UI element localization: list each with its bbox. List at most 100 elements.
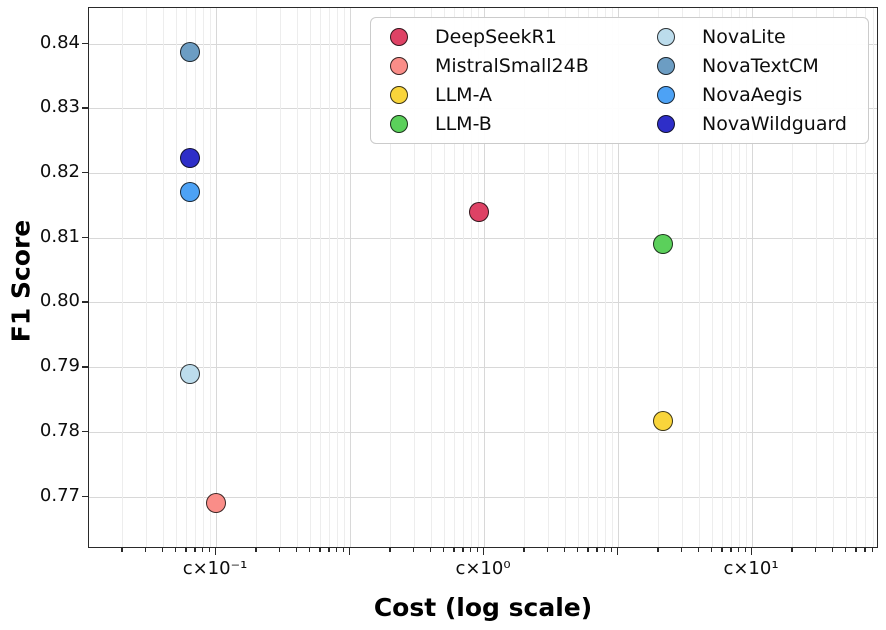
x-tick-mark [278,548,281,552]
x-gridline-major [350,8,351,547]
x-tick-mark [202,548,204,552]
x-gridline-major [216,8,217,547]
x-tick-mark [462,548,464,552]
x-tick-mark [470,548,472,552]
x-gridline-minor [122,8,124,547]
x-gridline-minor [329,8,331,547]
legend-item-label: DeepSeekR1 [435,25,557,48]
x-gridline-minor [524,8,526,547]
x-tick-mark [208,548,211,552]
legend-item: NovaWildguard [638,113,868,135]
legend-marker-icon [657,27,675,46]
legend-column: DeepSeekR1 MistralSmall24B LLM-A LLM-B [371,18,638,143]
legend-item: NovaLite [638,26,868,48]
y-tick-label: 0.84 [39,31,80,53]
x-tick-mark [831,548,834,552]
y-tick-label: 0.78 [39,419,80,441]
x-gridline-minor [698,8,700,547]
x-tick-mark [483,548,485,555]
y-tick-label: 0.81 [39,225,80,247]
x-tick-mark [453,548,455,552]
x-tick-mark [349,548,351,555]
x-tick-mark [791,548,793,552]
y-tick-mark [82,495,88,497]
legend-item: NovaAegis [638,84,868,106]
x-gridline-minor [722,8,724,547]
x-tick-mark [442,548,445,552]
y-gridline [89,237,877,239]
x-gridline-minor [731,8,733,547]
x-gridline-minor [588,8,590,547]
x-tick-mark [194,548,196,552]
x-tick-mark [596,548,598,552]
legend: DeepSeekR1 MistralSmall24B LLM-A LLM-B NovaL… [370,17,869,144]
x-tick-label: c×10⁰ [455,558,511,579]
legend-marker-icon [390,56,408,75]
x-tick-mark [523,548,525,552]
x-gridline-minor [203,8,204,547]
y-tick-mark [82,107,88,109]
legend-marker-icon [657,56,675,75]
x-gridline-minor [186,8,188,547]
x-gridline-minor [471,8,472,547]
data-point-llm-b [652,234,673,255]
x-gridline-minor [175,8,177,547]
x-gridline-minor [873,8,874,547]
x-tick-mark [295,548,298,552]
x-tick-mark [872,548,874,552]
legend-item-label: MistralSmall24B [435,54,589,77]
y-gridline [89,367,877,369]
x-gridline-minor [711,8,713,547]
x-gridline-minor [856,8,858,547]
x-gridline-minor [337,8,338,547]
data-point-novatextcm [180,42,201,62]
data-point-llm-a [652,410,673,431]
data-point-novaaegis [180,182,201,203]
legend-item-label: LLM-A [435,84,492,107]
x-gridline-major [618,8,619,547]
x-tick-mark [546,548,549,552]
x-gridline-minor [605,8,606,547]
x-gridline-minor [443,8,445,547]
legend-item: DeepSeekR1 [371,26,638,48]
x-gridline-minor [815,8,817,547]
legend-item-label: LLM-B [435,113,492,136]
data-point-deepseekr1 [469,201,490,222]
legend-column: NovaLite NovaTextCM NovaAegis NovaWildguard [638,18,868,143]
x-gridline-minor [209,8,211,547]
legend-item: LLM-B [371,113,638,135]
y-tick-mark [82,172,88,174]
x-tick-mark [844,548,847,552]
x-tick-mark [389,548,391,552]
y-gridline [89,496,877,498]
x-tick-mark [680,548,683,552]
x-tick-mark [174,548,177,552]
x-gridline-minor [577,8,579,547]
x-axis-label: Cost (log scale) [373,593,593,622]
x-gridline-minor [413,8,415,547]
y-tick-mark [82,430,88,433]
x-gridline-major [484,8,485,547]
x-tick-mark [255,548,257,552]
x-tick-mark [429,548,432,552]
x-tick-mark [161,548,164,552]
x-tick-label: c×10¹ [723,558,779,579]
x-tick-label: c×10⁻¹ [182,558,248,579]
legend-marker-icon [390,115,408,134]
y-gridline [89,173,877,175]
legend-item-label: NovaLite [702,25,786,48]
x-gridline-minor [564,8,566,547]
y-gridline [89,431,877,433]
y-tick-label: 0.82 [39,161,80,183]
x-tick-mark [738,548,740,552]
x-tick-mark [319,548,321,552]
x-tick-mark [710,548,713,552]
x-tick-mark [563,548,566,552]
legend-marker-icon [390,86,408,105]
y-gridline [89,302,877,304]
x-gridline-minor [145,8,147,547]
x-gridline-minor [792,8,794,547]
x-gridline-minor [320,8,322,547]
legend-item: NovaTextCM [638,55,868,77]
x-tick-mark [215,548,217,555]
